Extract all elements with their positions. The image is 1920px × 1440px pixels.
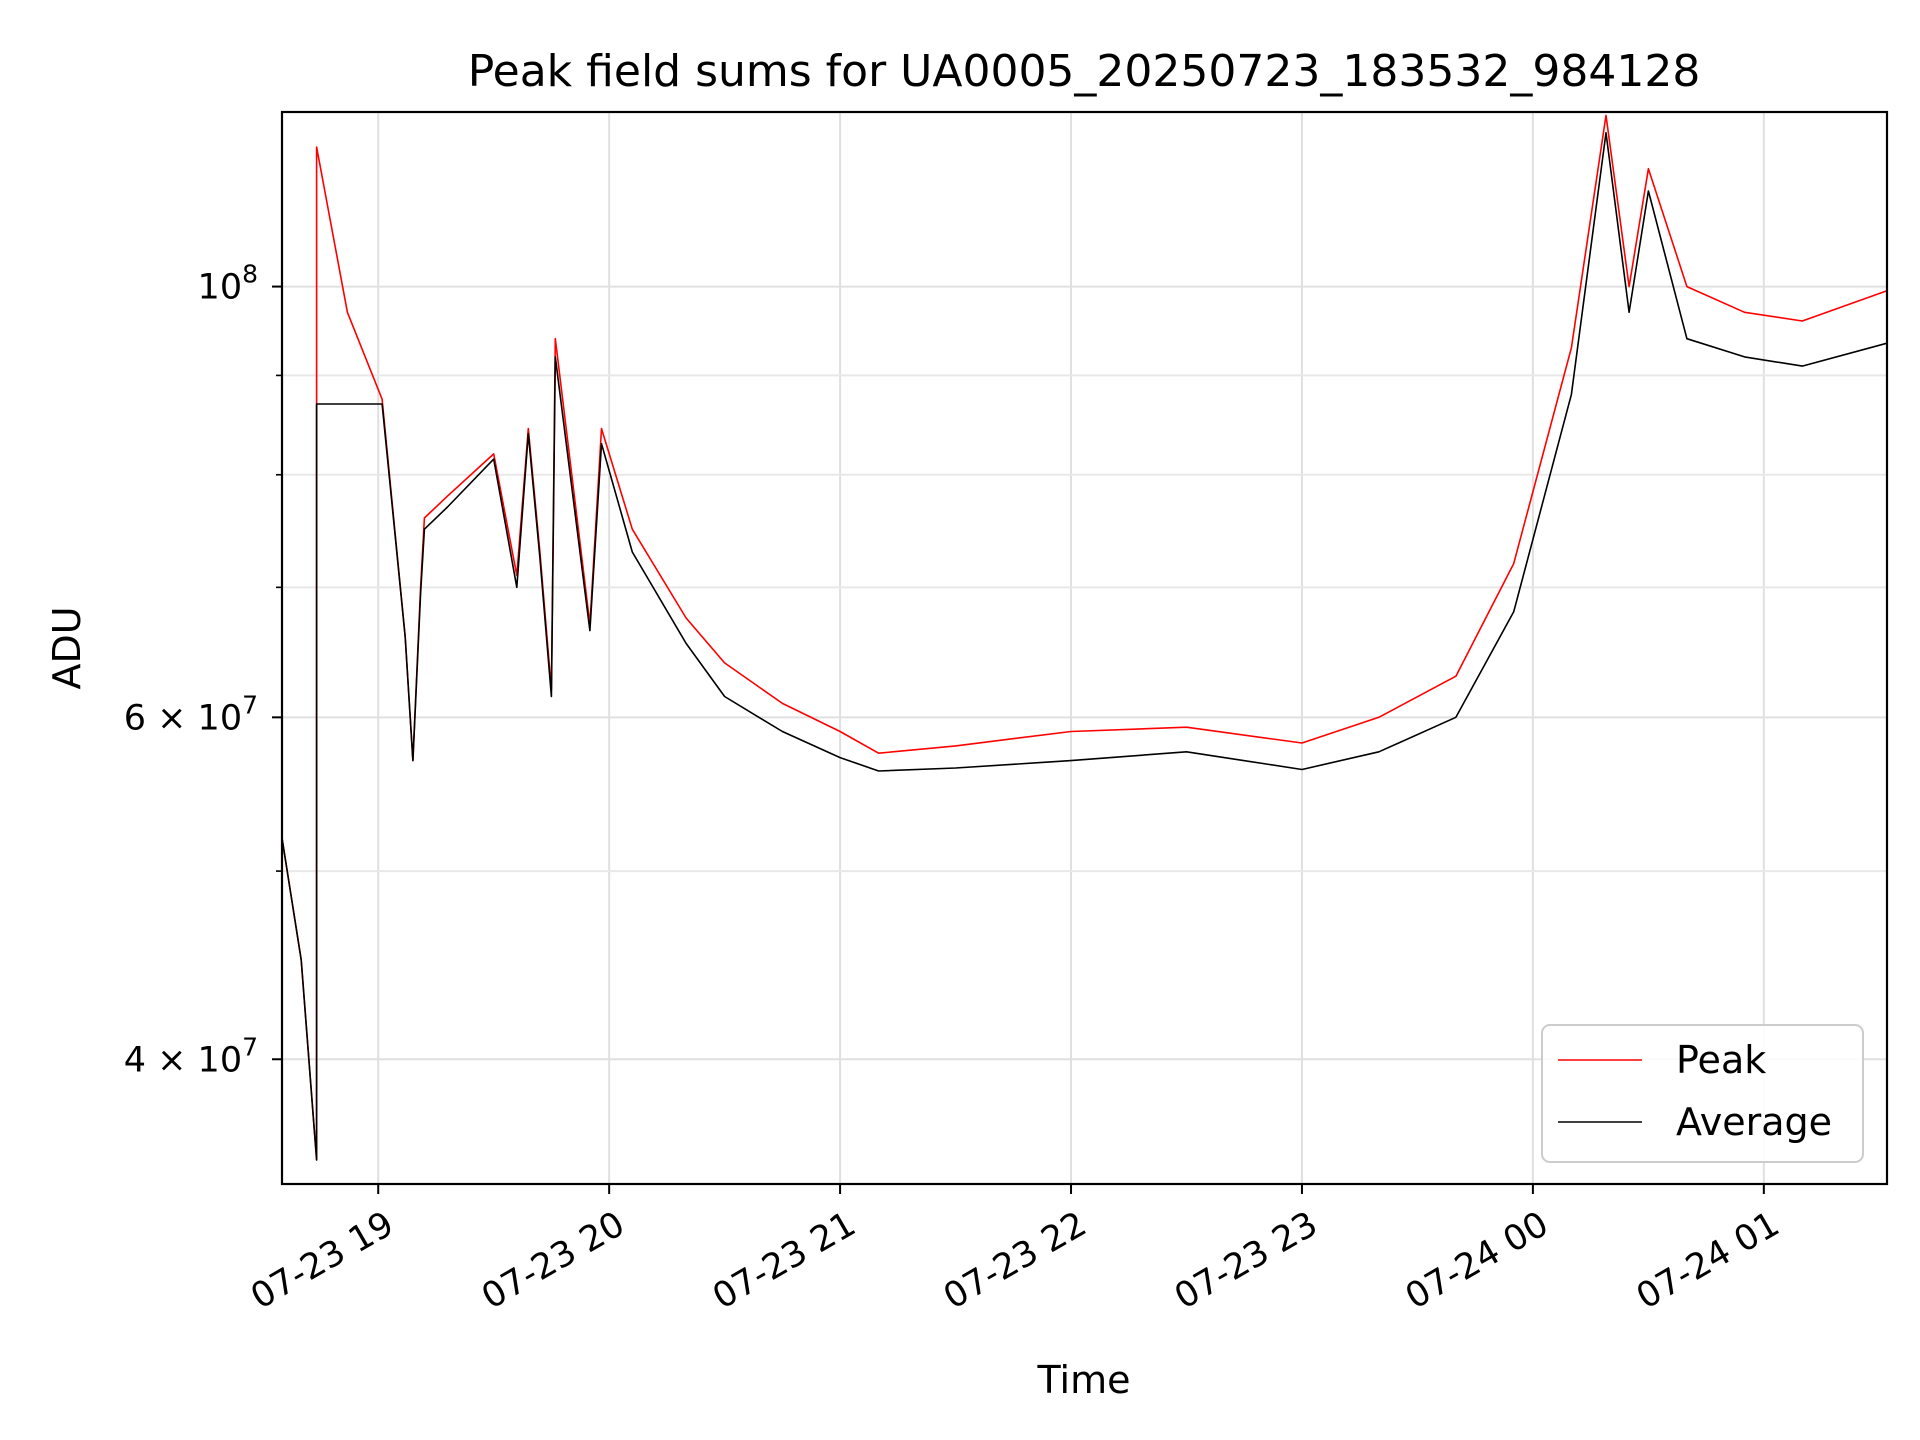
legend-label-peak: Peak xyxy=(1676,1038,1766,1082)
series-layer xyxy=(281,114,1888,1161)
legend: Peak Average xyxy=(1541,1024,1864,1163)
series-line-average xyxy=(281,132,1888,1161)
chart-title: Peak field sums for UA0005_20250723_1835… xyxy=(468,46,1701,97)
y-tick-label: 4 × 107 xyxy=(124,1032,258,1080)
y-tick-label: 108 xyxy=(198,260,258,308)
legend-label-average: Average xyxy=(1676,1100,1832,1144)
x-axis-label: Time xyxy=(1037,1358,1131,1402)
y-tick-label: 6 × 107 xyxy=(124,690,258,738)
y-axis: 108 6 × 107 4 × 107 xyxy=(124,260,282,1080)
y-axis-label: ADU xyxy=(45,606,89,689)
plot-frame xyxy=(280,110,1889,1186)
